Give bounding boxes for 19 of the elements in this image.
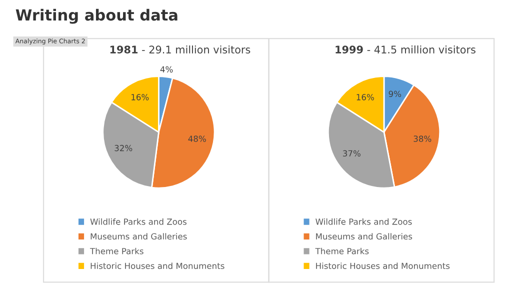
- legend-label: Museums and Galleries: [316, 233, 412, 240]
- data-label: 38%: [414, 136, 432, 142]
- legend-label: Wildlife Parks and Zoos: [316, 218, 412, 225]
- legend-label: Historic Houses and Monuments: [90, 262, 224, 270]
- legend-label: Historic Houses and Monuments: [316, 262, 450, 270]
- text: Writing about data: [16, 8, 178, 24]
- legend-label: Wildlife Parks and Zoos: [90, 218, 186, 225]
- legend-label: Theme Parks: [315, 248, 369, 254]
- data-label: 32%: [114, 144, 132, 152]
- data-label: 9%: [388, 90, 402, 98]
- data-label: 16%: [132, 94, 149, 100]
- data-label: 4%: [160, 66, 173, 73]
- legend-label: Theme Parks: [90, 248, 144, 254]
- chart-title: 1981 - 29.1 million visitors: [110, 45, 250, 54]
- data-label: 16%: [356, 94, 374, 100]
- data-label: 48%: [188, 136, 206, 142]
- legend-label: Museums and Galleries: [90, 233, 187, 240]
- chart-title: 1999 - 41.5 million visitors: [336, 45, 476, 54]
- data-label: 37%: [343, 150, 360, 157]
